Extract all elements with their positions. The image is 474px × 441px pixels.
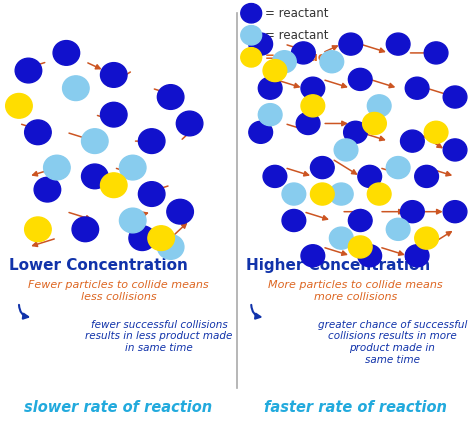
Circle shape <box>301 77 325 99</box>
Circle shape <box>241 4 262 23</box>
Circle shape <box>405 77 429 99</box>
Circle shape <box>167 199 193 224</box>
Circle shape <box>334 139 358 161</box>
Circle shape <box>292 42 315 64</box>
Circle shape <box>157 235 184 259</box>
Circle shape <box>301 245 325 267</box>
FancyArrowPatch shape <box>251 305 260 319</box>
Circle shape <box>148 226 174 250</box>
Text: slower rate of reaction: slower rate of reaction <box>25 400 212 415</box>
Circle shape <box>358 165 382 187</box>
Circle shape <box>401 130 424 152</box>
Circle shape <box>176 111 203 136</box>
Text: fewer successful collisions
results in less product made
in same time: fewer successful collisions results in l… <box>85 320 233 353</box>
Circle shape <box>6 93 32 118</box>
Text: Lower Concentration: Lower Concentration <box>9 258 188 273</box>
Circle shape <box>63 76 89 101</box>
Circle shape <box>320 51 344 73</box>
Circle shape <box>129 226 155 250</box>
Circle shape <box>100 173 127 198</box>
Circle shape <box>405 245 429 267</box>
Circle shape <box>25 120 51 145</box>
Text: greater chance of successful
collisions results in more
product made in
same tim: greater chance of successful collisions … <box>318 320 467 365</box>
Circle shape <box>344 121 367 143</box>
Circle shape <box>348 209 372 232</box>
Circle shape <box>119 208 146 233</box>
Text: = reactant: = reactant <box>265 29 329 42</box>
Circle shape <box>241 26 262 45</box>
Circle shape <box>100 102 127 127</box>
Circle shape <box>310 183 334 205</box>
Circle shape <box>367 183 391 205</box>
Text: More particles to collide means
more collisions: More particles to collide means more col… <box>268 280 443 302</box>
Circle shape <box>82 164 108 189</box>
FancyArrowPatch shape <box>19 305 28 319</box>
Circle shape <box>82 129 108 153</box>
Circle shape <box>34 177 61 202</box>
Circle shape <box>386 33 410 55</box>
Circle shape <box>415 165 438 187</box>
Circle shape <box>15 58 42 83</box>
Circle shape <box>157 85 184 109</box>
Circle shape <box>348 236 372 258</box>
Circle shape <box>329 183 353 205</box>
Circle shape <box>401 201 424 223</box>
Circle shape <box>443 201 467 223</box>
Circle shape <box>72 217 99 242</box>
Text: Fewer particles to collide means
less collisions: Fewer particles to collide means less co… <box>28 280 209 302</box>
Circle shape <box>424 42 448 64</box>
Circle shape <box>443 139 467 161</box>
Circle shape <box>339 33 363 55</box>
Circle shape <box>301 95 325 117</box>
Circle shape <box>424 121 448 143</box>
Circle shape <box>358 245 382 267</box>
Circle shape <box>25 217 51 242</box>
Circle shape <box>367 95 391 117</box>
Circle shape <box>348 68 372 90</box>
Circle shape <box>386 218 410 240</box>
Circle shape <box>138 182 165 206</box>
Circle shape <box>273 51 296 73</box>
Circle shape <box>119 155 146 180</box>
Circle shape <box>249 121 273 143</box>
Circle shape <box>363 112 386 135</box>
Circle shape <box>282 209 306 232</box>
Circle shape <box>415 227 438 249</box>
Text: = reactant: = reactant <box>265 7 329 20</box>
Circle shape <box>329 227 353 249</box>
Text: = product: = product <box>265 51 331 64</box>
Circle shape <box>258 104 282 126</box>
Circle shape <box>282 183 306 205</box>
Circle shape <box>241 48 262 67</box>
Circle shape <box>296 112 320 135</box>
Circle shape <box>263 60 287 82</box>
Circle shape <box>44 155 70 180</box>
Text: faster rate of reaction: faster rate of reaction <box>264 400 447 415</box>
Circle shape <box>53 41 80 65</box>
Circle shape <box>386 157 410 179</box>
Circle shape <box>443 86 467 108</box>
Circle shape <box>249 33 273 55</box>
Circle shape <box>100 63 127 87</box>
Circle shape <box>310 157 334 179</box>
Circle shape <box>263 165 287 187</box>
Circle shape <box>138 129 165 153</box>
Text: Higher Concentration: Higher Concentration <box>246 258 431 273</box>
Circle shape <box>258 77 282 99</box>
